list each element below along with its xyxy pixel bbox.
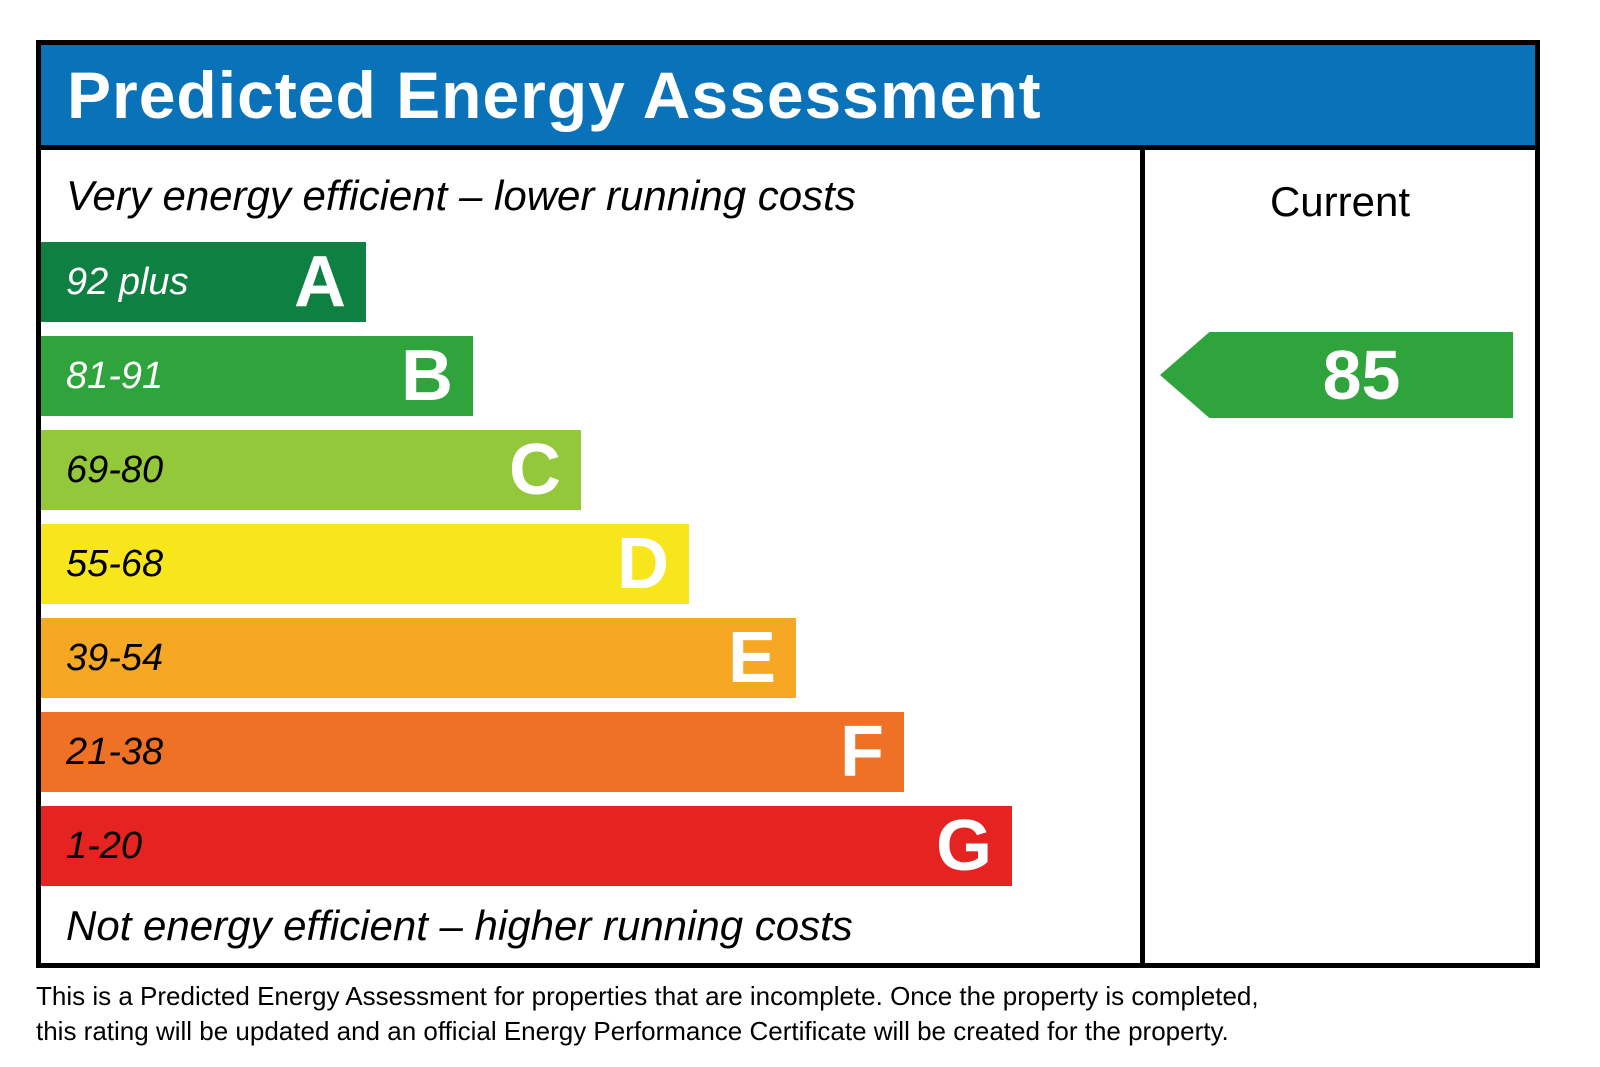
band-row: 1-20 G (41, 806, 1140, 886)
band-bar-C: 69-80 C (41, 430, 581, 510)
band-letter: E (727, 618, 776, 698)
band-row: 21-38 F (41, 712, 1140, 792)
caption-top: Very energy efficient – lower running co… (66, 172, 856, 219)
band-range-label: 81-91 (66, 354, 164, 397)
current-column-header: Current (1269, 178, 1411, 225)
current-rating-arrow: 85 (1160, 332, 1513, 418)
rating-chart: Very energy efficient – lower running co… (41, 150, 1140, 963)
band-bar-B: 81-91 B (41, 336, 473, 416)
band-letter: F (840, 712, 884, 792)
band-letter: C (509, 430, 561, 510)
band-letter: B (401, 336, 453, 416)
band-row: 39-54 E (41, 618, 1140, 698)
band-bar-D: 55-68 D (41, 524, 689, 604)
certificate-body: Very energy efficient – lower running co… (41, 150, 1535, 963)
band-bar-E: 39-54 E (41, 618, 796, 698)
band-range-label: 21-38 (66, 730, 164, 773)
band-range-label: 39-54 (66, 636, 164, 679)
footer-note: This is a Predicted Energy Assessment fo… (36, 981, 1259, 1047)
band-row: 69-80 C (41, 430, 1140, 510)
band-range-label: 1-20 (66, 824, 143, 867)
band-letter: G (935, 806, 992, 886)
band-range-label: 92 plus (66, 260, 189, 303)
band-letter: A (294, 242, 346, 322)
caption-bottom: Not energy efficient – higher running co… (66, 902, 853, 949)
band-row: 55-68 D (41, 524, 1140, 604)
current-rating-value: 85 (1322, 336, 1401, 414)
band-row: 92 plus A (41, 242, 1140, 322)
band-bar-F: 21-38 F (41, 712, 904, 792)
band-row: 81-91 B (41, 336, 1140, 416)
band-letter: D (617, 524, 669, 604)
header-bar: Predicted Energy Assessment (41, 45, 1535, 150)
band-range-label: 55-68 (66, 542, 164, 585)
band-bar-A: 92 plus A (41, 242, 366, 322)
band-bar-G: 1-20 G (41, 806, 1012, 886)
band-range-label: 69-80 (66, 448, 164, 491)
epc-certificate: Predicted Energy Assessment Very energy … (36, 40, 1540, 968)
band-list: 92 plus A 81-91 B 69-80 C 55-68 D 39-54 E 21-38 F 1-… (41, 242, 1140, 900)
current-panel: Current 85 (1140, 150, 1535, 963)
page-title: Predicted Energy Assessment (67, 58, 1042, 132)
